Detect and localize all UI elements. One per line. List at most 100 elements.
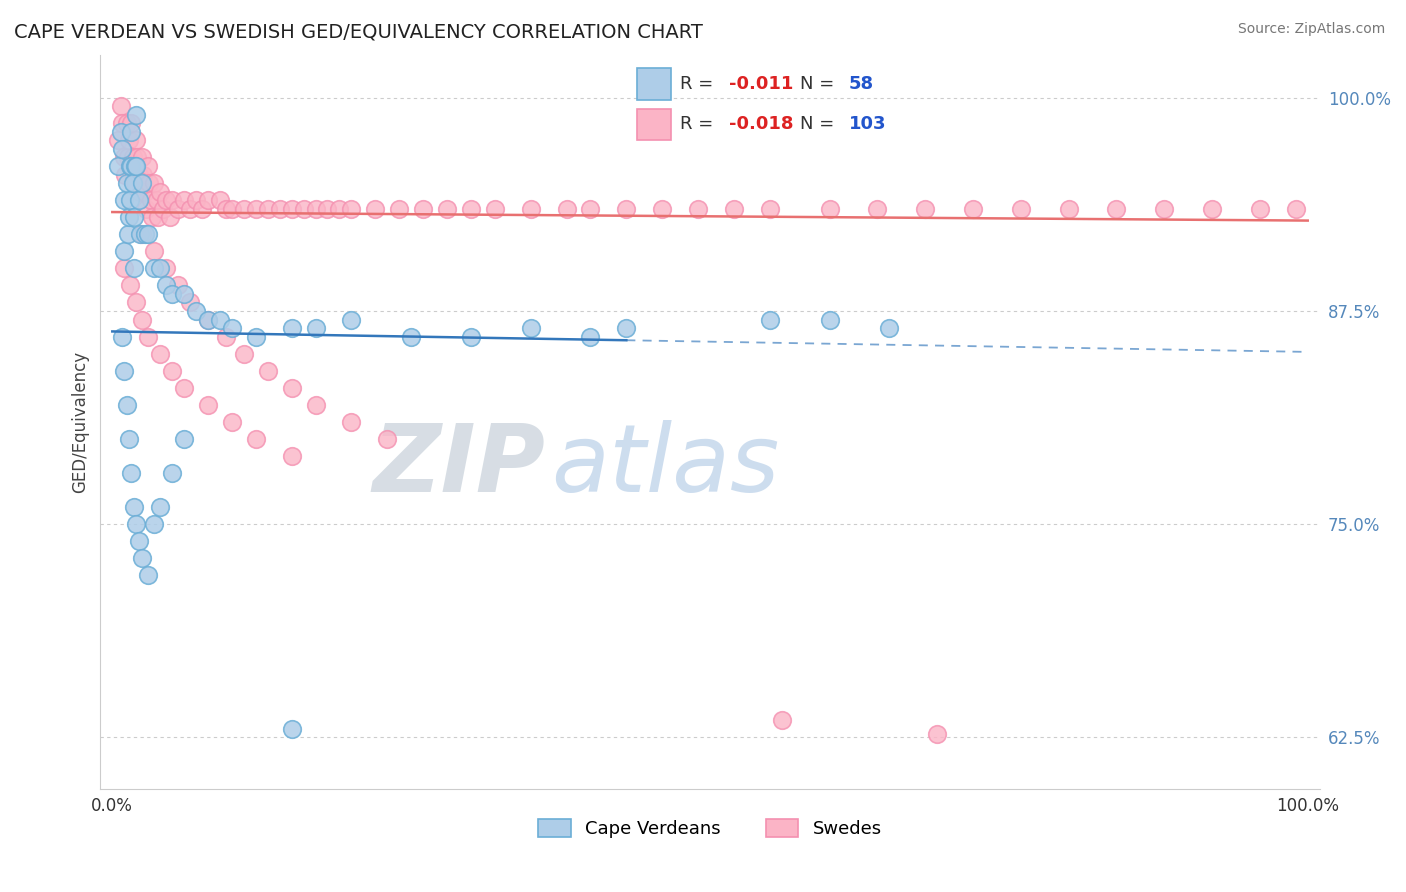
Point [1010, 202, 1032, 216]
Point [197, 398, 219, 412]
Point [115, 176, 138, 190]
Point [149, 261, 172, 276]
Point [208, 193, 231, 207]
Point [117, 151, 139, 165]
Point [579, 329, 602, 343]
Point [128, 168, 150, 182]
Point [110, 99, 132, 113]
Point [412, 202, 434, 216]
Point [136, 227, 159, 242]
Point [340, 202, 363, 216]
Point [124, 159, 146, 173]
Point [132, 168, 155, 182]
Point [107, 159, 129, 173]
Point [280, 381, 302, 395]
Point [375, 432, 398, 446]
Point [112, 244, 135, 259]
Point [122, 500, 145, 515]
Point [758, 312, 780, 326]
Point [139, 193, 162, 207]
Point [328, 202, 350, 216]
Point [579, 202, 602, 216]
Point [191, 202, 214, 216]
Point [155, 193, 177, 207]
Point [269, 202, 291, 216]
Point [112, 151, 135, 165]
Point [1105, 202, 1128, 216]
Point [120, 116, 142, 130]
Point [519, 321, 541, 335]
Point [118, 133, 141, 147]
Point [131, 312, 153, 326]
Point [122, 261, 145, 276]
Point [138, 176, 160, 190]
Point [197, 312, 219, 326]
Point [1249, 202, 1271, 216]
Point [120, 278, 142, 293]
Point [197, 193, 219, 207]
Text: atlas: atlas [551, 420, 780, 511]
Point [112, 364, 135, 378]
Point [125, 517, 148, 532]
Point [519, 202, 541, 216]
Point [304, 202, 326, 216]
Point [134, 227, 156, 242]
Point [1153, 202, 1175, 216]
Point [914, 202, 936, 216]
Point [215, 329, 238, 343]
Point [651, 202, 673, 216]
Point [136, 329, 159, 343]
Point [340, 312, 363, 326]
Point [160, 466, 183, 480]
Point [128, 534, 150, 549]
Point [818, 312, 841, 326]
Point [149, 500, 172, 515]
Point [141, 210, 163, 224]
Point [866, 202, 889, 216]
Point [879, 321, 901, 335]
Point [723, 202, 745, 216]
Point [221, 415, 243, 429]
Point [110, 125, 132, 139]
Point [122, 210, 145, 224]
Point [125, 108, 148, 122]
Point [614, 202, 637, 216]
Point [111, 142, 134, 156]
Point [131, 551, 153, 566]
Point [146, 210, 169, 224]
Point [143, 176, 166, 190]
Point [112, 193, 135, 207]
Point [120, 159, 142, 173]
Point [143, 517, 166, 532]
Point [280, 449, 302, 463]
Point [758, 202, 780, 216]
Point [118, 210, 141, 224]
Point [292, 202, 315, 216]
Point [149, 346, 172, 360]
Point [388, 202, 411, 216]
Point [304, 321, 326, 335]
Point [221, 321, 243, 335]
Point [124, 176, 146, 190]
Point [120, 125, 142, 139]
Point [614, 321, 637, 335]
Point [159, 210, 181, 224]
Point [149, 185, 172, 199]
Point [117, 227, 139, 242]
Point [399, 329, 422, 343]
Point [128, 193, 150, 207]
Point [1285, 202, 1308, 216]
Point [364, 202, 387, 216]
Point [460, 202, 482, 216]
Point [152, 202, 174, 216]
Point [127, 151, 149, 165]
Point [208, 312, 231, 326]
Point [280, 202, 302, 216]
Point [256, 202, 278, 216]
Point [167, 278, 190, 293]
Point [120, 159, 142, 173]
Point [280, 722, 302, 736]
Point [173, 432, 195, 446]
Point [245, 432, 267, 446]
Y-axis label: GED/Equivalency: GED/Equivalency [72, 351, 89, 493]
